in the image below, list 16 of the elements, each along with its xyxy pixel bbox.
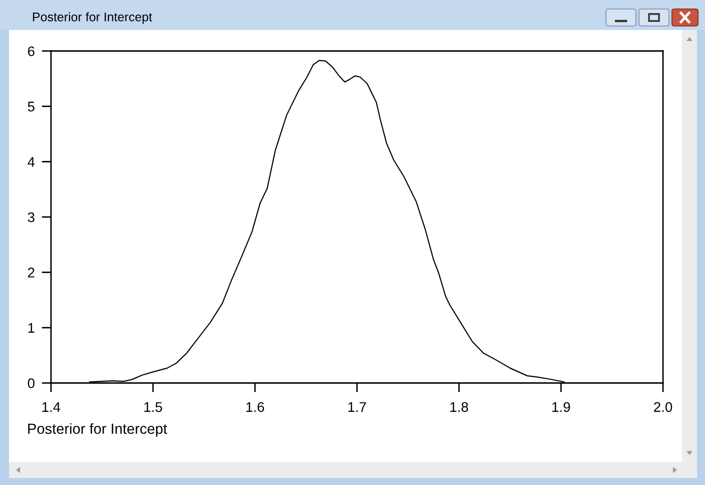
y-tick-label: 6 — [28, 46, 34, 56]
x-tick-label: 1.5 — [144, 402, 162, 412]
x-axis-title: Posterior for Intercept — [28, 423, 168, 437]
x-tick-label: 1.6 — [246, 402, 264, 412]
y-tick-label: 3 — [28, 212, 34, 222]
y-tick-label: 4 — [28, 157, 35, 167]
x-tick-label: 2.0 — [654, 402, 672, 412]
y-tick-label: 0 — [28, 378, 34, 388]
y-tick-label: 5 — [28, 102, 34, 112]
x-tick-label: 1.4 — [42, 402, 60, 412]
x-tick-label: 1.7 — [348, 402, 366, 412]
y-tick-label: 1 — [28, 323, 34, 333]
x-tick-label: 1.8 — [450, 402, 468, 412]
y-tick-label: 2 — [28, 268, 34, 278]
x-tick-label: 1.9 — [552, 402, 570, 412]
chart-title: Posterior for Intercept — [33, 12, 152, 24]
